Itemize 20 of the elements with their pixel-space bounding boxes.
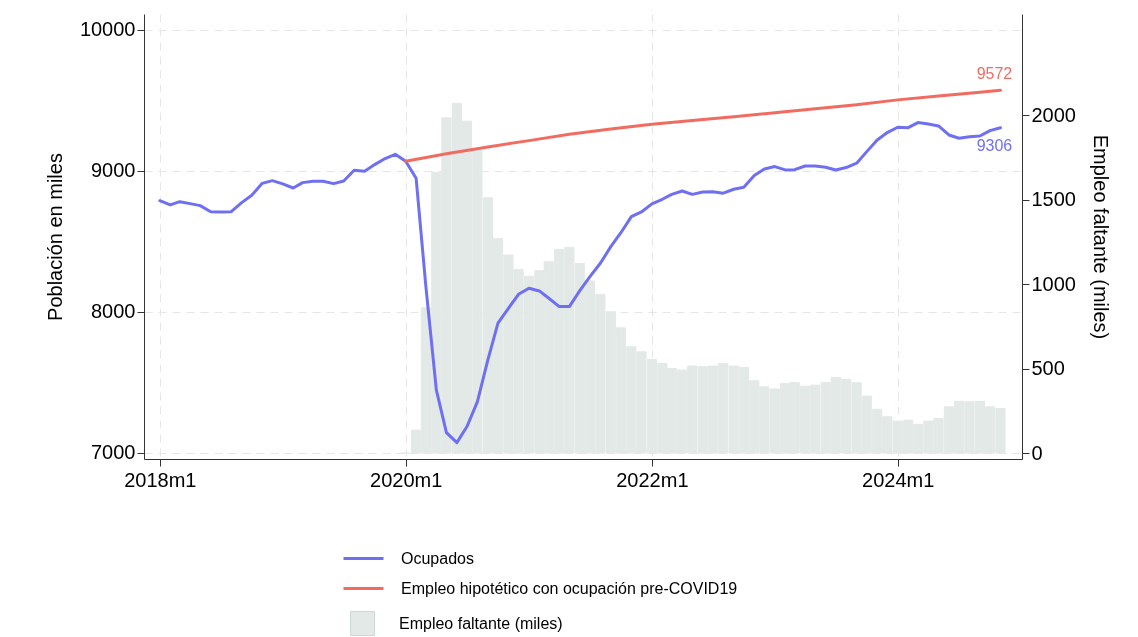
x-tick-label: 2020m1	[370, 468, 443, 491]
y2-tick-label: 2000	[1031, 103, 1076, 126]
y-tick-label: 8000	[91, 300, 136, 323]
x-tick-label: 2024m1	[862, 468, 935, 491]
y-tick-label: 7000	[91, 441, 136, 464]
legend-label: Empleo faltante (miles)	[399, 614, 563, 632]
y2-tick-label: 0	[1031, 441, 1043, 464]
y-tick-label: 10000	[79, 18, 136, 41]
annotation: 9572	[976, 65, 1013, 83]
y2-tick-label: 1500	[1031, 188, 1076, 211]
y2-axis-title: Empleo faltante (miles)	[1089, 134, 1112, 340]
x-tick-label: 2018m1	[124, 468, 197, 491]
annotation: 9306	[976, 136, 1013, 154]
x-tick-label: 2022m1	[616, 468, 689, 491]
legend-label: Empleo hipotético con ocupación pre-COVID19	[401, 579, 738, 597]
y2-tick-label: 1000	[1031, 272, 1076, 295]
y-axis-title: Población en miles	[43, 153, 66, 321]
y-tick-label: 9000	[91, 159, 136, 182]
legend-label: Ocupados	[401, 549, 474, 567]
y2-tick-label: 500	[1031, 357, 1065, 380]
